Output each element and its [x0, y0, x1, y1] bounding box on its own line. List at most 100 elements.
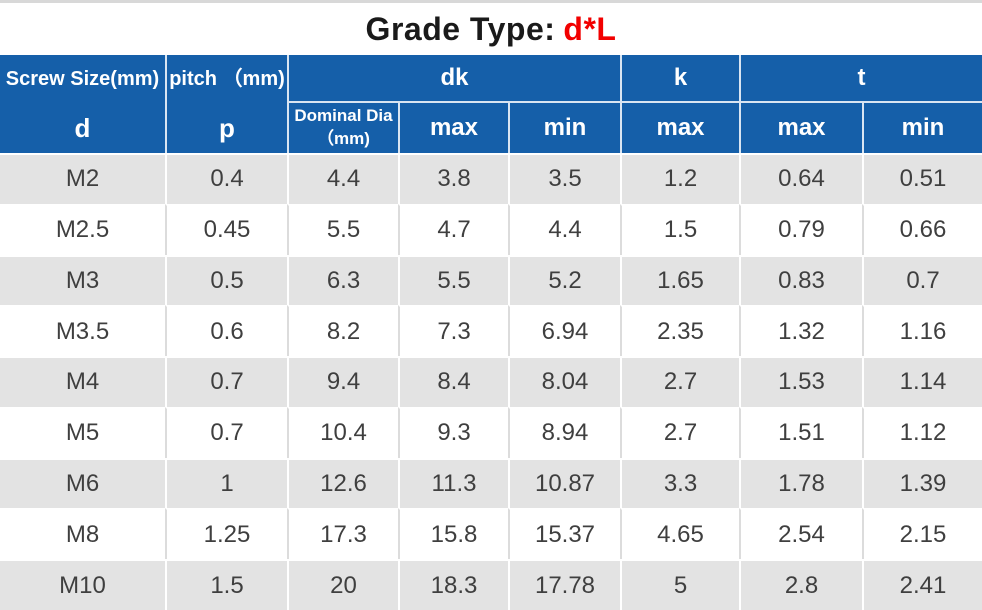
table-cell: 15.8: [398, 508, 508, 560]
table-cell: 1.16: [862, 305, 982, 357]
table-cell: 0.4: [165, 153, 287, 204]
table-cell: 0.6: [165, 305, 287, 357]
table-cell: 0.45: [165, 203, 287, 255]
table-cell: M8: [0, 508, 165, 560]
table-cell: 2.7: [620, 406, 740, 458]
table-cell: 1: [165, 457, 287, 509]
table-cell: 1.39: [862, 457, 982, 509]
sub-header-t-max: max: [739, 101, 863, 153]
table-cell: 0.66: [862, 203, 982, 255]
table-cell: 9.3: [398, 406, 508, 458]
table-cell: 1.32: [739, 305, 863, 357]
top-edge-strip: [0, 0, 982, 3]
table-row: M2.5 0.45 5.5 4.7 4.4 1.5 0.79 0.66: [0, 203, 982, 255]
table-cell: 2.35: [620, 305, 740, 357]
table-cell: 8.94: [508, 406, 621, 458]
table-row: M6 1 12.6 11.3 10.87 3.3 1.78 1.39: [0, 457, 982, 509]
table-cell: 1.78: [739, 457, 863, 509]
table-cell: 12.6: [287, 457, 398, 509]
table-body: M2 0.4 4.4 3.8 3.5 1.2 0.64 0.51 M2.5 0.45 5.5 4.7 4…: [0, 153, 982, 610]
table-cell: 1.5: [620, 203, 740, 255]
table-cell: M3: [0, 254, 165, 306]
table-cell: 0.7: [165, 356, 287, 407]
table-row: M4 0.7 9.4 8.4 8.04 2.7 1.53 1.14: [0, 356, 982, 407]
sub-header-t-min: min: [862, 101, 982, 153]
table-cell: 2.54: [739, 508, 863, 560]
table-cell: 7.3: [398, 305, 508, 357]
table-cell: 2.7: [620, 356, 740, 407]
table-cell: 0.7: [165, 406, 287, 458]
table-cell: 2.41: [862, 559, 982, 610]
table-cell: 2.8: [739, 559, 863, 610]
nominal-dia-line1: Dominal Dia: [294, 106, 393, 126]
table-cell: M10: [0, 559, 165, 610]
sub-header-nominal-dia: Dominal Dia （mm): [287, 101, 398, 153]
title-grade-value: d*L: [563, 10, 617, 47]
table-cell: M4: [0, 356, 165, 407]
table-cell: 0.79: [739, 203, 863, 255]
sub-header-k-max: max: [620, 101, 740, 153]
group-header-k: k: [620, 55, 740, 101]
table-cell: 1.14: [862, 356, 982, 407]
table-row: M3.5 0.6 8.2 7.3 6.94 2.35 1.32 1.16: [0, 305, 982, 357]
table-cell: 10.4: [287, 406, 398, 458]
table-row: M8 1.25 17.3 15.8 15.37 4.65 2.54 2.15: [0, 508, 982, 560]
table-cell: 0.64: [739, 153, 863, 204]
header-row-sub: Dominal Dia （mm) max min max max min: [0, 101, 982, 153]
table-cell: 0.83: [739, 254, 863, 306]
table-cell: 6.94: [508, 305, 621, 357]
table-row: M10 1.5 20 18.3 17.78 5 2.8 2.41: [0, 559, 982, 610]
table-header: Screw Size(mm) d pitch （mm) p dk k t Dom…: [0, 55, 982, 153]
table-cell: 0.5: [165, 254, 287, 306]
table-cell: 1.51: [739, 406, 863, 458]
table-cell: 9.4: [287, 356, 398, 407]
table-cell: 4.4: [287, 153, 398, 204]
table-cell: 4.7: [398, 203, 508, 255]
group-header-dk: dk: [287, 55, 621, 101]
table-cell: 0.7: [862, 254, 982, 306]
table-cell: 6.3: [287, 254, 398, 306]
table-cell: 1.25: [165, 508, 287, 560]
screw-size-symbol: d: [74, 112, 91, 143]
col-header-pitch: pitch （mm) p: [165, 55, 287, 153]
table-cell: 5.5: [287, 203, 398, 255]
screw-size-label: Screw Size(mm): [5, 68, 160, 90]
table-cell: 4.4: [508, 203, 621, 255]
table-cell: 10.87: [508, 457, 621, 509]
table-cell: M6: [0, 457, 165, 509]
table-cell: 20: [287, 559, 398, 610]
table-cell: 4.65: [620, 508, 740, 560]
screw-spec-table: Screw Size(mm) d pitch （mm) p dk k t Dom…: [0, 55, 982, 610]
table-cell: 11.3: [398, 457, 508, 509]
table-cell: M3.5: [0, 305, 165, 357]
table-cell: 8.2: [287, 305, 398, 357]
table-cell: M2: [0, 153, 165, 204]
table-cell: 3.8: [398, 153, 508, 204]
table-row: M3 0.5 6.3 5.5 5.2 1.65 0.83 0.7: [0, 254, 982, 306]
table-cell: 15.37: [508, 508, 621, 560]
table-cell: 1.2: [620, 153, 740, 204]
nominal-dia-line2: （mm): [317, 129, 370, 148]
table-cell: 1.65: [620, 254, 740, 306]
table-cell: 3.5: [508, 153, 621, 204]
table-cell: 5: [620, 559, 740, 610]
table-cell: 8.4: [398, 356, 508, 407]
table-cell: 8.04: [508, 356, 621, 407]
table-cell: 5.5: [398, 254, 508, 306]
sub-header-dk-max: max: [398, 101, 508, 153]
table-cell: 17.78: [508, 559, 621, 610]
page-title: Grade Type: d*L: [0, 3, 982, 55]
pitch-label: pitch （mm): [169, 68, 285, 90]
table-cell: 17.3: [287, 508, 398, 560]
table-cell: 0.51: [862, 153, 982, 204]
table-cell: 1.53: [739, 356, 863, 407]
table-cell: 3.3: [620, 457, 740, 509]
col-header-screw-size: Screw Size(mm) d: [0, 55, 165, 153]
table-cell: M5: [0, 406, 165, 458]
table-cell: M2.5: [0, 203, 165, 255]
table-cell: 1.5: [165, 559, 287, 610]
table-cell: 18.3: [398, 559, 508, 610]
table-row: M5 0.7 10.4 9.3 8.94 2.7 1.51 1.12: [0, 406, 982, 458]
group-header-t: t: [739, 55, 982, 101]
